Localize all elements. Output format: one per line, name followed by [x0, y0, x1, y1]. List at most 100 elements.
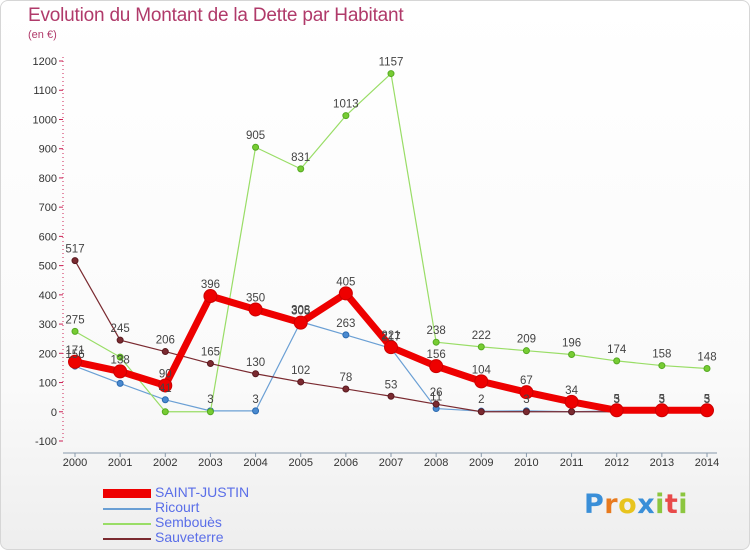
- data-point-semboue-s: [116, 353, 124, 361]
- data-label-ricourt: 217: [381, 331, 400, 343]
- data-point-saint-justin: [158, 378, 173, 393]
- data-point-semboue-s: [387, 70, 395, 78]
- data-point-sauveterre: [206, 360, 214, 368]
- data-label-sauveterre: 26: [430, 387, 443, 399]
- x-tick-label: 2000: [63, 457, 87, 469]
- data-point-sauveterre: [297, 378, 305, 386]
- logo-letter: o: [618, 489, 638, 520]
- data-label-saint-justin: 67: [520, 375, 533, 387]
- x-tick-label: 2002: [153, 457, 177, 469]
- data-point-saint-justin: [113, 364, 128, 379]
- data-point-saint-justin: [68, 354, 82, 369]
- data-label-ricourt: 3: [523, 394, 529, 406]
- x-tick-label: 2013: [650, 457, 674, 469]
- data-label-sauveterre: 130: [246, 357, 265, 369]
- data-label-semboue-s: 1013: [333, 99, 359, 111]
- legend-swatch: [103, 508, 151, 510]
- legend-item-sauveterre: Sauveterre: [103, 529, 363, 546]
- data-point-semboue-s: [522, 347, 530, 355]
- y-tick-label: 600: [39, 231, 57, 243]
- legend-item-saint-justin: SAINT-JUSTIN: [103, 484, 363, 501]
- data-point-sauveterre: [568, 408, 576, 416]
- data-point-semboue-s: [658, 362, 666, 370]
- data-point-saint-justin: [654, 403, 669, 418]
- x-tick-label: 2001: [108, 457, 132, 469]
- data-point-sauveterre: [71, 257, 79, 265]
- y-tick-label: 800: [39, 173, 57, 185]
- legend-swatch: [103, 523, 151, 525]
- data-point-semboue-s: [703, 365, 711, 373]
- x-tick-label: 2009: [469, 457, 493, 469]
- series-line-semboue-s: [74, 72, 708, 413]
- data-label-ricourt: 263: [336, 318, 355, 330]
- data-point-saint-justin: [293, 315, 308, 330]
- data-point-saint-justin: [248, 302, 263, 317]
- y-tick-label: 1000: [33, 114, 57, 126]
- data-point-ricourt: [342, 331, 350, 339]
- x-tick-label: 2014: [695, 457, 719, 469]
- data-point-saint-justin: [609, 403, 624, 418]
- logo-letter: t: [664, 489, 679, 520]
- data-label-semboue-s: 209: [517, 334, 536, 346]
- y-tick-label: 200: [39, 348, 57, 360]
- legend-item-semboue-s: Sembouès: [103, 514, 363, 531]
- data-point-semboue-s: [297, 165, 305, 173]
- data-label-ricourt: 3: [252, 394, 258, 406]
- data-label-semboue-s: 222: [472, 330, 491, 342]
- data-point-sauveterre: [477, 408, 485, 416]
- data-label-sauveterre: 53: [385, 379, 398, 391]
- data-label-semboue-s: 905: [246, 130, 265, 142]
- legend-label: SAINT-JUSTIN: [155, 484, 250, 500]
- y-tick-label: 100: [39, 378, 57, 390]
- data-point-sauveterre: [432, 400, 440, 408]
- data-label-saint-justin: 5: [704, 393, 710, 405]
- data-label-saint-justin: 104: [472, 364, 492, 376]
- data-point-sauveterre: [252, 370, 260, 378]
- data-point-saint-justin: [203, 289, 218, 304]
- data-point-saint-justin: [338, 286, 353, 301]
- data-label-saint-justin: 5: [659, 393, 665, 405]
- data-point-semboue-s: [252, 143, 260, 151]
- data-point-saint-justin: [474, 374, 489, 389]
- data-label-saint-justin: 405: [336, 276, 355, 288]
- data-point-semboue-s: [568, 350, 576, 358]
- data-label-semboue-s: 238: [427, 325, 446, 337]
- data-point-semboue-s: [613, 357, 621, 365]
- data-point-saint-justin: [429, 359, 444, 374]
- data-label-sauveterre: 102: [291, 365, 310, 377]
- logo-letter: x: [637, 489, 656, 520]
- chart-legend: SAINT-JUSTIN Ricourt Sembouès Sauveterre: [103, 484, 363, 546]
- data-point-ricourt: [252, 407, 260, 415]
- data-label-semboue-s: 174: [607, 344, 627, 356]
- data-label-sauveterre: 78: [339, 372, 352, 384]
- y-tick-label: 500: [39, 261, 57, 273]
- data-label-ricourt: 3: [659, 394, 665, 406]
- data-point-sauveterre: [161, 348, 169, 356]
- data-point-ricourt: [116, 379, 124, 387]
- x-tick-label: 2006: [334, 457, 358, 469]
- logo-letter: r: [604, 489, 619, 520]
- x-tick-label: 2010: [514, 457, 538, 469]
- x-tick-label: 2005: [288, 457, 312, 469]
- x-tick-label: 2004: [243, 457, 267, 469]
- data-point-semboue-s: [477, 343, 485, 351]
- proxiti-logo: Proxiti: [584, 489, 688, 520]
- data-label-ricourt: 308: [291, 305, 310, 317]
- logo-letter: P: [584, 489, 605, 520]
- y-tick-label: 900: [39, 144, 57, 156]
- data-point-saint-justin: [384, 340, 398, 355]
- data-point-sauveterre: [522, 408, 530, 416]
- data-label-ricourt: 3: [704, 394, 710, 406]
- x-tick-label: 2003: [198, 457, 222, 469]
- data-label-saint-justin: 305: [291, 306, 310, 318]
- data-point-semboue-s: [342, 112, 350, 120]
- data-label-saint-justin: 5: [614, 393, 620, 405]
- x-tick-label: 2011: [560, 457, 584, 469]
- data-label-ricourt: 41: [159, 383, 172, 395]
- data-label-semboue-s: 196: [562, 337, 581, 349]
- data-label-ricourt: 11: [430, 392, 442, 404]
- data-point-ricourt: [161, 396, 169, 404]
- y-tick-label: 700: [39, 202, 57, 214]
